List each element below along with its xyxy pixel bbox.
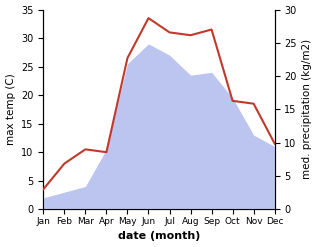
Y-axis label: med. precipitation (kg/m2): med. precipitation (kg/m2) <box>302 39 313 180</box>
X-axis label: date (month): date (month) <box>118 231 200 242</box>
Y-axis label: max temp (C): max temp (C) <box>5 74 16 145</box>
